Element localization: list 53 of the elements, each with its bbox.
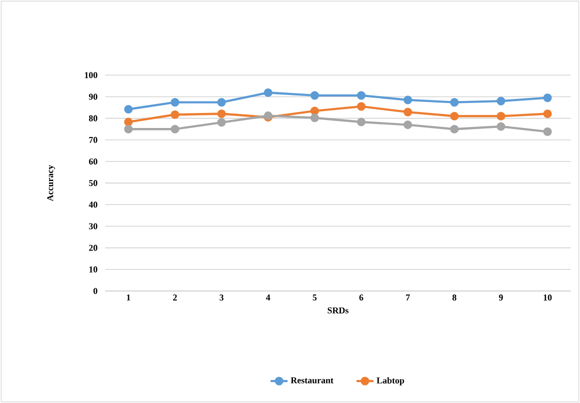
x-tick-label: 3	[220, 294, 224, 300]
y-tick-label: 10	[89, 266, 98, 272]
x-tick-label: 6	[359, 294, 364, 300]
point	[310, 114, 319, 122]
point	[543, 109, 552, 118]
legend-label: Labtop	[376, 377, 404, 386]
x-tick-label: 4	[266, 294, 270, 300]
y-tick-label: 0	[94, 288, 98, 294]
y-tick-label: 30	[89, 223, 98, 230]
point	[310, 106, 319, 116]
point	[496, 96, 506, 106]
legend-label: Restaurant	[290, 377, 334, 384]
point	[496, 112, 506, 120]
x-tick-label: 2	[173, 294, 177, 300]
point	[217, 98, 226, 107]
point	[450, 112, 459, 120]
y-tick-label: 100	[84, 72, 98, 78]
x-tick-label: 7	[406, 294, 410, 300]
point	[124, 118, 133, 126]
point	[170, 110, 180, 119]
y-tick-label: 90	[88, 94, 98, 100]
point	[543, 93, 552, 102]
x-tick-label: 10	[544, 294, 552, 301]
x-axis-title: SRDs	[328, 307, 348, 314]
x-tick-label: 1	[126, 294, 130, 300]
point	[170, 124, 180, 134]
x-tick-label: 8	[452, 294, 456, 301]
y-tick-label: 50	[89, 180, 98, 186]
point	[217, 109, 226, 118]
x-tick-label: 9	[498, 294, 503, 300]
point	[356, 118, 366, 126]
point	[356, 91, 366, 100]
point	[124, 124, 133, 134]
y-tick-label: 60	[88, 158, 98, 164]
x-tick-label: 5	[312, 294, 317, 300]
y-axis-title: Accuracy	[47, 164, 56, 202]
point	[264, 88, 272, 97]
y-tick-label: 20	[89, 244, 98, 251]
point	[124, 104, 133, 114]
point	[404, 108, 412, 116]
point	[404, 120, 412, 130]
point	[356, 102, 366, 111]
y-tick-label: 80	[88, 115, 98, 122]
point	[217, 118, 226, 127]
point	[170, 98, 180, 107]
point	[450, 98, 459, 107]
point	[450, 124, 459, 134]
point	[543, 127, 552, 136]
point	[310, 91, 319, 100]
y-tick-label: 70	[89, 136, 98, 143]
point	[404, 96, 412, 104]
y-tick-label: 40	[88, 202, 98, 208]
point	[496, 122, 506, 131]
